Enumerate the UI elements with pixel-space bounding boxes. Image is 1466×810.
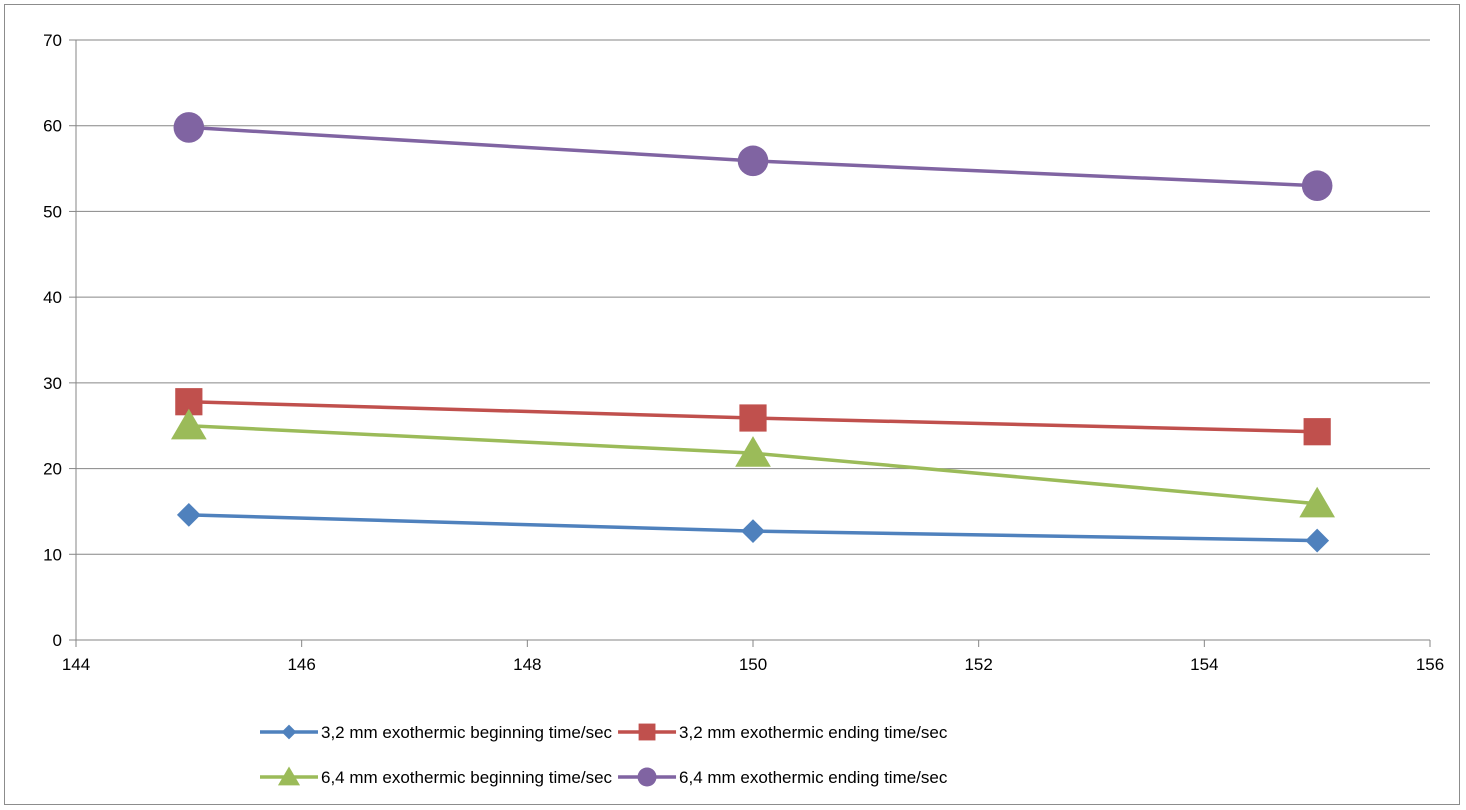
series-4 [173,112,1333,202]
x-tick-label: 154 [1190,655,1218,674]
y-tick-label: 40 [43,288,62,307]
y-tick-label: 30 [43,374,62,393]
data-point-circle [1301,170,1333,202]
data-point-diamond [1305,528,1330,553]
series-1 [176,502,1330,553]
legend-marker [281,724,297,740]
legend-label: 6,4 mm exothermic beginning time/sec [321,768,613,787]
x-tick-label: 146 [287,655,315,674]
legend-item: 3,2 mm exothermic beginning time/sec [260,723,613,742]
data-point-square [739,404,767,432]
data-point-triangle [170,408,207,440]
series-2 [175,388,1331,446]
y-tick-label: 60 [43,117,62,136]
legend-item: 3,2 mm exothermic ending time/sec [618,723,948,742]
y-tick-label: 20 [43,460,62,479]
legend-label: 3,2 mm exothermic beginning time/sec [321,723,613,742]
data-point-circle [737,145,769,177]
legend-item: 6,4 mm exothermic beginning time/sec [260,766,613,787]
legend-label: 6,4 mm exothermic ending time/sec [679,768,948,787]
x-tick-label: 150 [739,655,767,674]
legend-item: 6,4 mm exothermic ending time/sec [618,767,948,787]
y-tick-label: 50 [43,202,62,221]
x-tick-label: 144 [62,655,90,674]
legend: 3,2 mm exothermic beginning time/sec 3,2 … [260,723,948,787]
y-tick-label: 70 [43,31,62,50]
data-point-circle [173,112,205,143]
data-point-diamond [176,502,201,527]
legend-marker [638,723,656,741]
legend-label: 3,2 mm exothermic ending time/sec [679,723,948,742]
data-series [170,112,1336,553]
y-tick-label: 10 [43,545,62,564]
x-tick-label: 148 [513,655,541,674]
x-tick-label: 156 [1416,655,1444,674]
data-point-triangle [735,436,771,467]
legend-marker [637,767,657,787]
y-tick-label: 0 [53,631,62,650]
x-tick-label: 152 [964,655,992,674]
data-point-diamond [741,519,765,544]
axes: 0 10 20 30 40 50 60 70 144 146 148 150 152 154 156 [43,31,1444,674]
gridlines [76,39,1430,555]
series-3 [170,408,1336,518]
legend-marker [277,766,301,786]
data-point-square [1303,418,1331,446]
data-point-triangle [1299,486,1336,518]
